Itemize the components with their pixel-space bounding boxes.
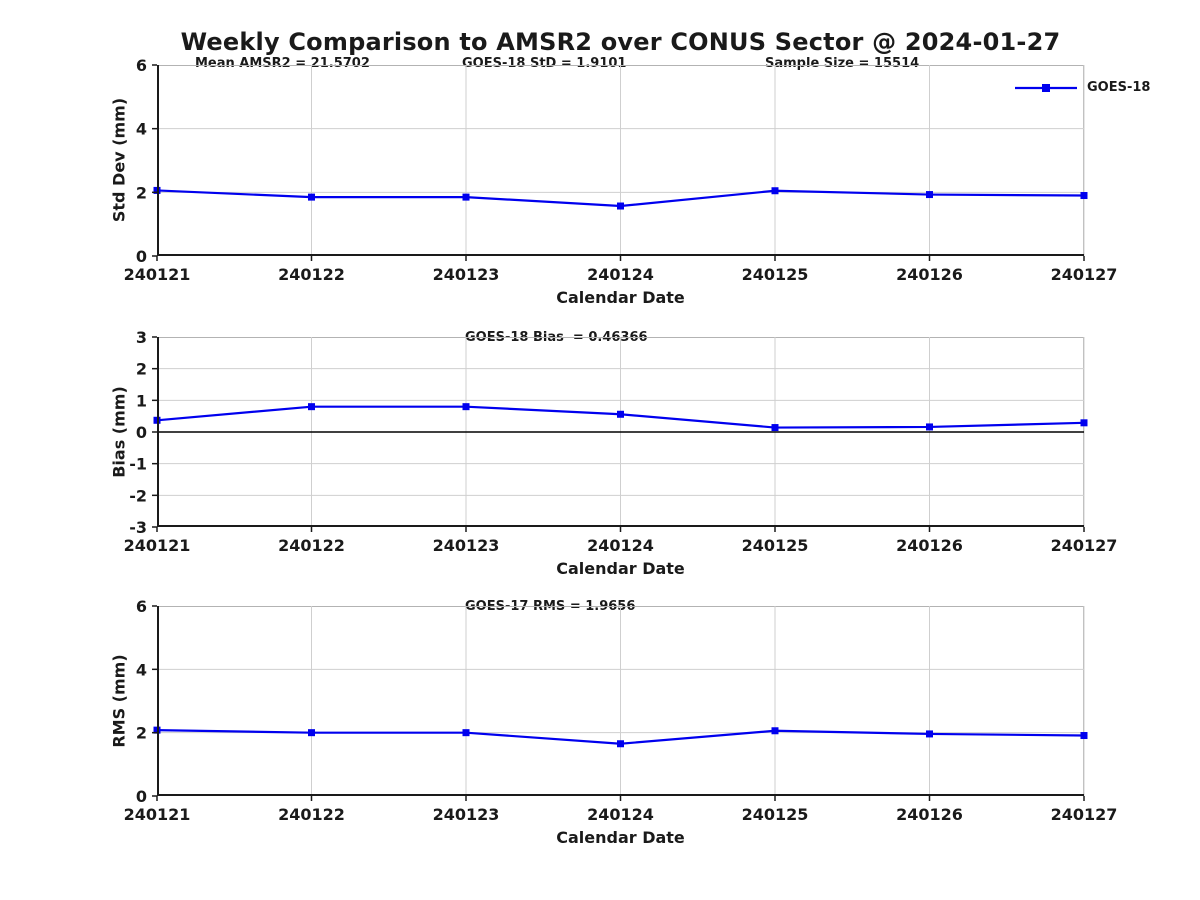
data-point-marker: [771, 727, 779, 735]
x-tick-label: 240123: [433, 805, 500, 824]
data-point-marker: [1080, 419, 1088, 427]
y-tick-label: 2: [136, 724, 147, 743]
y-tick-label: 2: [136, 360, 147, 379]
x-tick-label: 240121: [124, 805, 191, 824]
bias-plot-svg: 240121 240122 240123 240124 240125 240126 2401…: [124, 328, 1118, 555]
data-point-marker: [617, 740, 624, 748]
data-point-marker: [926, 730, 933, 738]
data-point-marker: [308, 193, 315, 201]
y-tick-label: 6: [136, 56, 147, 75]
x-tick-label: 240122: [278, 805, 345, 824]
data-point-marker: [462, 729, 470, 737]
legend: GOES-18: [1013, 80, 1150, 95]
y-tick-label: -1: [129, 455, 147, 474]
y-tick-label: 0: [136, 423, 147, 442]
data-point-marker: [1080, 192, 1088, 200]
data-point-marker: [771, 424, 779, 432]
figure-title: Weekly Comparison to AMSR2 over CONUS Se…: [180, 28, 1061, 56]
x-tick-label: 240126: [896, 805, 963, 824]
y-tick-label: 0: [136, 787, 147, 806]
bias-y-axis-label: Bias (mm): [109, 386, 129, 478]
data-point-marker: [462, 193, 470, 201]
x-tick-label: 240125: [742, 536, 809, 555]
x-tick-label: 240125: [742, 805, 809, 824]
data-point-marker: [617, 202, 624, 210]
x-tick-label: 240124: [587, 805, 654, 824]
y-tick-label: 4: [136, 660, 147, 679]
x-tick-label: 240122: [278, 536, 345, 555]
stddev-x-axis-label: Calendar Date: [556, 288, 685, 307]
goes18-std-annotation: GOES-18 StD = 1.9101: [462, 56, 627, 71]
y-tick-label: -2: [129, 486, 147, 505]
data-point-marker: [617, 410, 624, 418]
bias-x-axis-label: Calendar Date: [556, 559, 685, 578]
y-tick-label: -3: [129, 518, 147, 537]
x-tick-label: 240127: [1051, 805, 1118, 824]
x-tick-label: 240122: [278, 265, 345, 284]
x-tick-label: 240123: [433, 536, 500, 555]
x-tick-label: 240124: [587, 265, 654, 284]
data-point-marker: [462, 403, 470, 411]
y-tick-label: 1: [136, 391, 147, 410]
rms-plot-svg: 240121 240122 240123 240124 240125 240126 2401…: [124, 597, 1118, 824]
x-tick-label: 240124: [587, 536, 654, 555]
x-tick-label: 240121: [124, 265, 191, 284]
stddev-plot-svg: 240121 240122 240123 240124 240125 240126 2401…: [124, 56, 1118, 284]
data-point-marker: [771, 187, 779, 195]
legend-label: GOES-18: [1087, 80, 1151, 95]
sample-size-annotation: Sample Size = 15514: [765, 56, 920, 71]
data-point-marker: [308, 403, 315, 411]
x-tick-label: 240126: [896, 536, 963, 555]
y-tick-label: 0: [136, 247, 147, 266]
mean-amsr2-annotation: Mean AMSR2 = 21.5702: [195, 56, 370, 71]
y-tick-label: 6: [136, 597, 147, 616]
x-tick-label: 240127: [1051, 536, 1118, 555]
data-point-marker: [1080, 732, 1088, 740]
x-tick-label: 240121: [124, 536, 191, 555]
rms-y-axis-label: RMS (mm): [109, 654, 129, 748]
x-tick-label: 240125: [742, 265, 809, 284]
data-point-marker: [926, 423, 933, 431]
legend-line-icon: [1015, 83, 1077, 92]
x-tick-label: 240123: [433, 265, 500, 284]
x-tick-label: 240126: [896, 265, 963, 284]
stddev-y-axis-label: Std Dev (mm): [109, 97, 129, 223]
y-tick-label: 3: [136, 328, 147, 347]
y-tick-label: 2: [136, 183, 147, 202]
x-tick-label: 240127: [1051, 265, 1118, 284]
y-tick-label: 4: [136, 120, 147, 139]
data-point-marker: [926, 191, 933, 199]
rms-x-axis-label: Calendar Date: [556, 828, 685, 847]
data-point-marker: [308, 729, 315, 737]
